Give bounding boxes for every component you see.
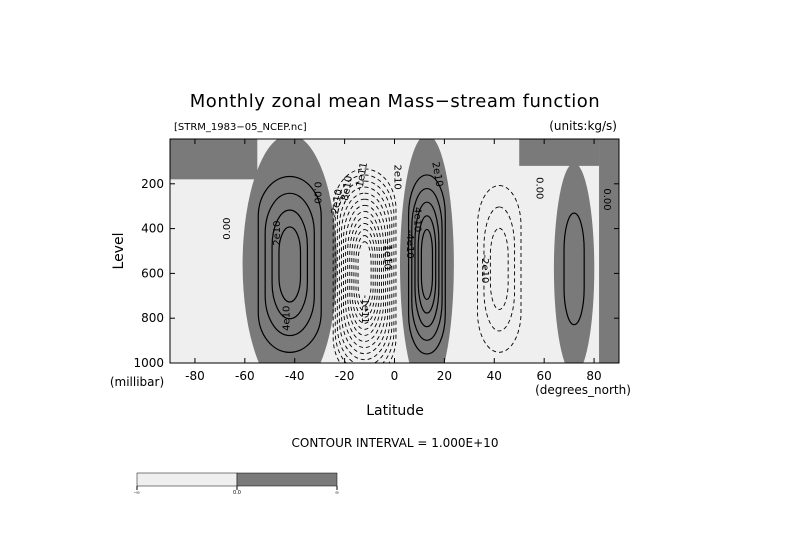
northern-positive-cell-contour — [420, 228, 434, 301]
chart-title: Monthly zonal mean Mass−stream function — [190, 91, 600, 112]
y-tick-label: 1000 — [133, 356, 164, 370]
hadley-negative-cell-contour — [355, 235, 374, 312]
upper-southern-positive-shade — [170, 139, 258, 180]
hadley-negative-cell-contour — [332, 168, 397, 363]
hadley-negative-cell-contour — [349, 216, 380, 330]
colorbar-negative-swatch — [136, 472, 238, 487]
ferrel-negative-cell-contour — [489, 227, 509, 310]
contour-value-label: -2e10 — [479, 254, 490, 283]
source-file-label: [STRM_1983−05_NCEP.nc] — [174, 122, 307, 133]
southern-positive-cell-contour — [271, 209, 308, 320]
contour-value-label: -1e10 — [382, 241, 393, 270]
hadley-negative-cell-contour — [357, 241, 372, 306]
contour-value-label: 0.00 — [222, 217, 233, 239]
hadley-negative-cell-contour — [351, 223, 378, 324]
x-axis-label: Latitude — [366, 403, 424, 419]
polar-positive-cell-contour — [563, 212, 585, 326]
colorbar-label-left: -∞ — [134, 490, 140, 496]
northern-positive-cell-contour — [417, 215, 437, 314]
units-label: (units:kg/s) — [549, 119, 617, 133]
ferrel-negative-cell-contour — [483, 206, 516, 332]
colorbar-label-right: ∞ — [335, 490, 339, 496]
x-axis-ticks: -80 -60 -40 -20 0 20 40 60 80 — [185, 139, 602, 383]
contour-value-label: -1e11 — [359, 295, 370, 324]
x-tick-label: 0 — [391, 369, 399, 383]
contour-value-label: -2e10 — [329, 188, 345, 218]
north-pole-positive-shade — [599, 139, 619, 363]
northern-positive-cell-shade — [399, 139, 454, 363]
contour-value-label: 2e10 — [392, 164, 403, 189]
colorbar: -∞ 0.0 ∞ — [134, 472, 339, 496]
contour-value-label: 4e10 — [282, 306, 293, 331]
hadley-negative-cell-contour — [345, 204, 384, 342]
hadley-negative-cell-contour — [347, 210, 382, 336]
hadley-negative-cell-contour — [336, 180, 393, 363]
colorbar-label-mid: 0.0 — [233, 490, 241, 496]
hadley-negative-cell-contour — [343, 198, 387, 349]
northern-positive-cell-contour — [407, 174, 446, 355]
hadley-negative-cell-contour — [341, 192, 389, 355]
x-tick-label: -80 — [185, 369, 205, 383]
ferrel-negative-cell-contour — [477, 185, 522, 353]
contour-value-label: 0.00 — [534, 177, 545, 199]
y-axis-label: Level — [111, 233, 127, 270]
y-tick-label: 800 — [141, 311, 164, 325]
x-tick-label: -60 — [235, 369, 255, 383]
contour-value-label: 0.00 — [601, 188, 612, 210]
contour-interval-text: CONTOUR INTERVAL = 1.000E+10 — [292, 436, 499, 450]
contour-value-label: 4e10 — [411, 207, 422, 232]
contour-lines — [257, 168, 585, 363]
colorbar-positive-swatch — [236, 472, 338, 487]
contour-value-label: 0.00 — [312, 182, 323, 204]
contour-value-label: -1e11 — [354, 161, 370, 191]
southern-positive-cell-contour — [264, 192, 315, 337]
y-axis-ticks: 200 400 600 800 1000 — [133, 177, 619, 370]
contour-value-label: 2e10 — [429, 161, 444, 188]
y-tick-label: 400 — [141, 222, 164, 236]
northern-positive-cell-contour — [411, 187, 443, 341]
hadley-negative-cell-contour — [353, 229, 376, 318]
x-tick-label: -40 — [285, 369, 305, 383]
southern-positive-cell-contour — [257, 175, 322, 353]
southern-positive-cell-contour — [278, 226, 302, 303]
y-tick-label: 600 — [141, 266, 164, 280]
polar-positive-cell-shade — [553, 163, 595, 363]
x-tick-label: -20 — [335, 369, 355, 383]
y-unit-label: (millibar) — [110, 375, 164, 389]
upper-northern-positive-shade — [519, 139, 600, 166]
hadley-negative-cell-contour — [334, 174, 395, 363]
y-tick-label: 200 — [141, 177, 164, 191]
x-tick-label: 80 — [586, 369, 601, 383]
contour-value-label: 2e10 — [272, 220, 283, 245]
x-tick-label: 60 — [537, 369, 552, 383]
hadley-negative-cell-contour — [338, 186, 391, 361]
contour-value-label: -4e10 — [404, 230, 415, 259]
x-unit-label: (degrees_north) — [535, 383, 631, 397]
x-tick-label: 20 — [437, 369, 452, 383]
northern-positive-cell-contour — [414, 201, 440, 328]
x-tick-label: 40 — [487, 369, 502, 383]
contour-value-label: -8e10 — [339, 175, 355, 205]
